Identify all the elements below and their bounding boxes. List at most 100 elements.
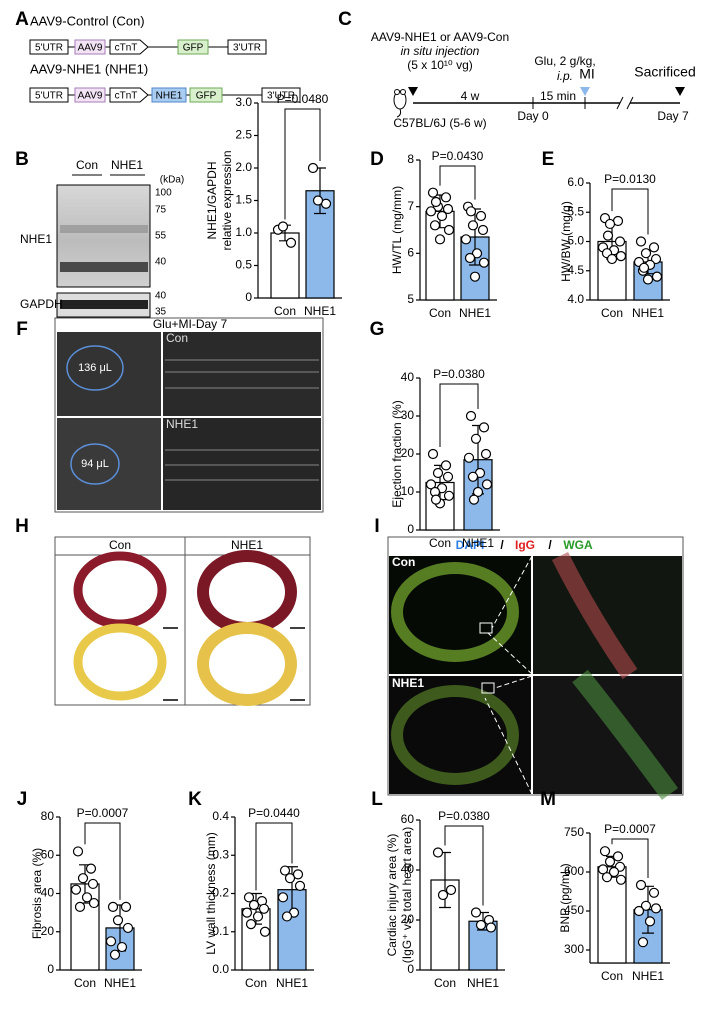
data-point	[241, 907, 253, 918]
y-tick-label: 7	[407, 199, 414, 213]
y-axis-label: HW/BW (mg/g)	[559, 201, 573, 282]
part-label: GFP	[183, 43, 204, 54]
y-tick-label: 40	[401, 370, 415, 384]
y-tick-label: 5	[407, 292, 414, 306]
glucose-label: i.p.	[557, 69, 573, 83]
x-tick-label: NHE1	[304, 304, 336, 318]
group-label: NHE1	[111, 158, 143, 172]
x-tick-label: Con	[274, 304, 296, 318]
data-point	[601, 872, 613, 883]
significance-bracket	[84, 822, 121, 900]
echo-volume: 94 μL	[81, 458, 109, 470]
interval-label: 4 w	[461, 89, 480, 103]
echo-volume: 136 μL	[78, 362, 112, 374]
marker-label: 55	[155, 231, 167, 242]
data-point	[109, 949, 121, 960]
y-axis-label: LV wall thickness (mm)	[204, 832, 218, 954]
data-point	[480, 448, 492, 460]
y-tick-label: 20	[41, 924, 55, 938]
p-value: P=0.0480	[277, 92, 329, 106]
stain-label: DAPI	[456, 538, 485, 552]
part-label: GFP	[196, 91, 217, 102]
data-point	[469, 271, 481, 282]
data-point	[604, 856, 616, 867]
construct-part	[29, 87, 69, 103]
data-point	[465, 206, 477, 217]
data-point	[650, 903, 662, 914]
data-point	[637, 937, 649, 948]
y-axis-label: Cardiac injury area (%)	[385, 834, 399, 957]
y-tick-label: 60	[41, 847, 55, 861]
panel-label: I	[374, 516, 379, 537]
data-point	[640, 900, 652, 911]
y-tick-label: 3.0	[235, 95, 252, 109]
data-point	[74, 901, 86, 912]
data-point	[475, 210, 487, 222]
y-tick-label: 0	[47, 962, 54, 976]
significance-bracket	[255, 822, 293, 891]
data-point	[434, 234, 446, 245]
data-point	[120, 901, 132, 912]
data-point	[245, 918, 257, 930]
data-point	[478, 422, 490, 433]
part-label: AAV9	[78, 43, 103, 54]
y-tick-label: 40	[41, 886, 55, 900]
data-point	[437, 889, 449, 901]
y-tick-label: 80	[41, 809, 55, 823]
y-axis-label: (IgG⁺ vs. total heart area)	[400, 827, 414, 963]
band-label: GAPDH	[20, 297, 63, 311]
significance-bracket	[439, 165, 476, 200]
y-tick-label: 6.0	[567, 175, 584, 189]
y-tick-label: 4.5	[567, 263, 584, 277]
p-value: P=0.0130	[604, 172, 656, 186]
x-tick-label: Con	[601, 306, 623, 320]
data-point	[292, 869, 304, 880]
construct-part	[261, 87, 301, 103]
y-tick-label: 2.5	[235, 128, 252, 142]
construct-name: AAV9-Control (Con)	[30, 13, 145, 28]
injection-text: in situ injection	[401, 44, 480, 58]
panel-label: L	[371, 789, 383, 810]
data-point	[81, 892, 93, 903]
promoter	[109, 87, 149, 103]
data-point	[425, 206, 437, 217]
data-point	[640, 248, 652, 259]
data-point	[467, 471, 479, 482]
data-point	[615, 874, 627, 885]
y-axis-label: relative expression	[220, 150, 234, 250]
data-point	[485, 922, 497, 933]
data-point	[87, 878, 99, 890]
data-point	[612, 851, 624, 862]
data-point	[464, 252, 476, 264]
panel-label: G	[370, 319, 385, 340]
data-point	[430, 494, 442, 505]
row-label: Con	[392, 555, 415, 569]
construct-part	[29, 39, 69, 55]
x-tick-label: Con	[429, 536, 451, 550]
x-tick-label: NHE1	[104, 976, 136, 990]
echo-title: Glu+MI-Day 7	[153, 317, 228, 331]
data-point	[281, 911, 293, 922]
x-tick-label: NHE1	[467, 976, 499, 990]
stain-label: /	[500, 538, 504, 552]
data-point	[463, 452, 475, 463]
echo-group: NHE1	[166, 417, 198, 431]
significance-bracket	[284, 108, 321, 220]
day-label: Day 0	[517, 109, 549, 123]
data-point	[430, 196, 442, 208]
data-point	[294, 880, 306, 891]
p-value: P=0.0430	[432, 149, 484, 163]
data-point	[285, 237, 297, 248]
y-tick-label: 0.2	[212, 886, 229, 900]
data-point	[107, 901, 119, 912]
x-tick-label: NHE1	[459, 306, 491, 320]
marker-label: 40	[155, 257, 167, 268]
data-point	[122, 922, 134, 934]
data-point	[443, 224, 455, 236]
injection-text: (5 x 10¹⁰ vg)	[407, 58, 473, 72]
data-point	[258, 903, 270, 914]
data-point	[284, 873, 296, 884]
y-tick-label: 40	[401, 862, 415, 876]
blot-image	[56, 174, 151, 318]
echo-images	[54, 317, 324, 513]
